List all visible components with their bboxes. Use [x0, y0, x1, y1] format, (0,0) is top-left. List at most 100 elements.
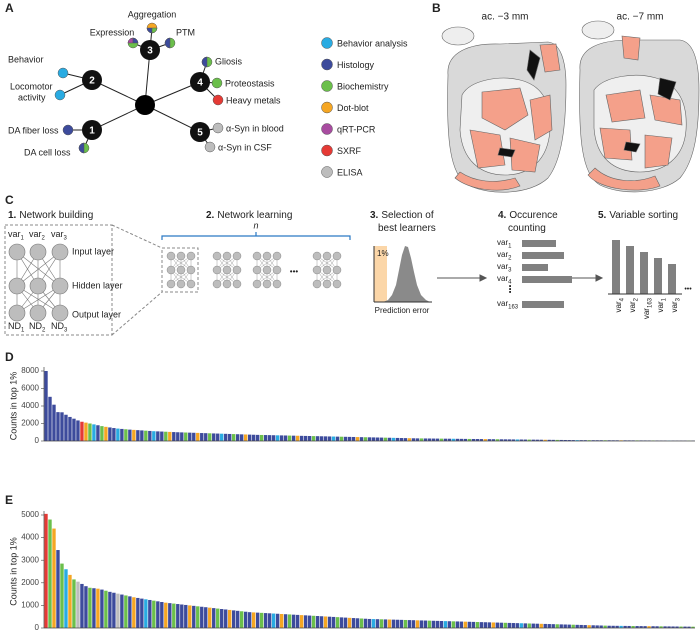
bar	[456, 621, 459, 628]
neuron	[233, 266, 241, 274]
bar	[96, 425, 99, 441]
variable-base: var	[51, 229, 64, 239]
step-text: Network building	[19, 210, 93, 221]
bar	[392, 438, 395, 441]
bar	[472, 622, 475, 628]
bar	[244, 612, 247, 628]
variable-subscript: 3	[675, 297, 681, 301]
bar	[599, 626, 602, 628]
variable-label: var2	[29, 229, 46, 241]
variable-label: var163	[497, 299, 519, 310]
panel-label: E	[5, 493, 13, 507]
neuron	[52, 305, 68, 321]
bar	[68, 575, 71, 628]
step-number: 3.	[370, 210, 379, 221]
bar	[380, 438, 383, 441]
variable-base: var	[642, 308, 651, 319]
bar	[380, 619, 383, 628]
neuron	[333, 266, 341, 274]
panel-label: D	[5, 350, 14, 364]
bar	[44, 371, 47, 441]
bar	[324, 616, 327, 628]
outcome-label: Expression	[90, 27, 135, 37]
variable-subscript: 3	[64, 235, 68, 241]
node-number: 4	[197, 78, 203, 89]
bar	[308, 616, 311, 628]
variable-label: var2	[628, 297, 639, 312]
bar	[68, 417, 71, 441]
bar	[64, 415, 67, 441]
bar	[92, 424, 95, 441]
bar	[320, 616, 323, 628]
bar	[120, 429, 123, 441]
y-tick-label: 4000	[21, 533, 39, 542]
bar	[184, 605, 187, 628]
bar	[567, 625, 570, 628]
bar	[112, 593, 115, 628]
step-title: 1.Network building	[8, 210, 93, 221]
variable-label: var3	[497, 262, 512, 273]
bar	[256, 613, 259, 628]
y-tick-label: 0	[35, 623, 40, 632]
bar	[595, 625, 598, 628]
bar	[352, 618, 355, 628]
neuron	[333, 252, 341, 260]
legend-label: SXRF	[337, 146, 362, 156]
bar	[264, 613, 267, 628]
neuron	[313, 266, 321, 274]
y-tick-label: 3000	[21, 555, 39, 564]
neuron	[30, 244, 46, 260]
neuron	[9, 305, 25, 321]
outcome-label: α-Syn in CSF	[218, 142, 272, 152]
bar	[232, 610, 235, 628]
bar	[536, 624, 539, 628]
bar	[416, 438, 419, 441]
legend-label: Biochemistry	[337, 81, 389, 91]
bar	[200, 607, 203, 628]
layer-label: Output layer	[72, 309, 121, 319]
bar	[216, 434, 219, 441]
neuron	[52, 244, 68, 260]
bar	[548, 624, 551, 628]
variable-base: var	[670, 301, 679, 312]
legend-swatch	[322, 167, 333, 178]
bar	[400, 438, 403, 441]
bar	[432, 439, 435, 441]
bar	[488, 622, 491, 628]
bar	[168, 432, 171, 441]
variable-base: var	[614, 301, 623, 312]
variable-base: ND	[8, 321, 21, 331]
bar	[84, 586, 87, 628]
bar	[228, 610, 231, 628]
variable-label: var3	[51, 229, 68, 241]
bar	[300, 436, 303, 441]
bar	[240, 434, 243, 441]
neuron	[167, 280, 175, 288]
bar	[360, 437, 363, 441]
bar	[212, 608, 215, 628]
bar	[100, 426, 103, 441]
bar	[132, 597, 135, 628]
neuron	[273, 266, 281, 274]
y-tick-label: 6000	[21, 384, 39, 393]
bar	[72, 419, 75, 441]
bar	[512, 623, 515, 628]
bar	[272, 435, 275, 441]
bar	[216, 609, 219, 628]
bar	[288, 436, 291, 441]
bar	[248, 612, 251, 628]
bar	[180, 604, 183, 628]
bar	[280, 435, 283, 441]
bar	[140, 599, 143, 628]
bar	[140, 430, 143, 441]
variable-subscript: 2	[508, 255, 512, 261]
bar	[276, 435, 279, 441]
bar	[420, 438, 423, 441]
bar	[316, 616, 319, 628]
variable-base: var	[497, 262, 508, 271]
bar	[160, 602, 163, 628]
legend-swatch	[322, 81, 333, 92]
neuron	[313, 252, 321, 260]
variable-base: var	[497, 250, 508, 259]
